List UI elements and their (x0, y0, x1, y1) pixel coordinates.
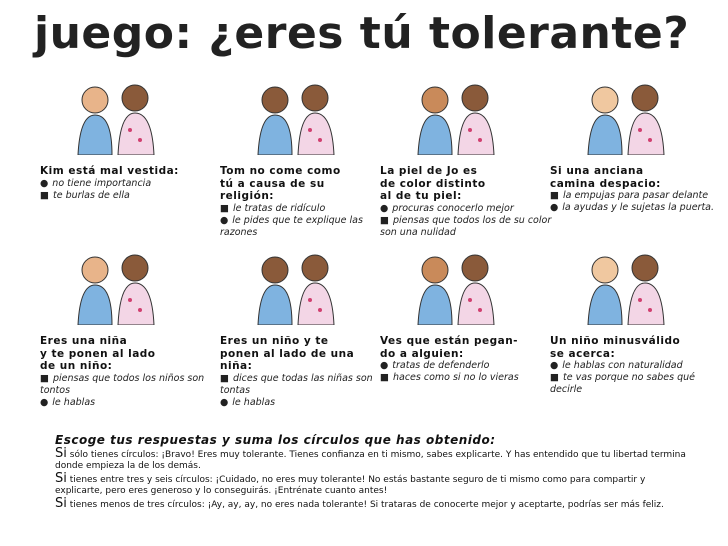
question-text: Un niño minusválido se acerca: (550, 335, 681, 360)
circle-bullet-icon: ● (40, 177, 49, 189)
circle-bullet-icon: ● (380, 202, 389, 214)
answer-option: ● le hablas con naturalidad (550, 360, 725, 372)
answer-text: la empujas para pasar delante (562, 190, 709, 201)
question-text: Ves que están pegan- do a alguien: (380, 335, 519, 360)
answer-option: ● le pides que te explique las razones (220, 215, 395, 239)
question-text: Eres un niño y te ponen al lado de una n… (220, 335, 355, 372)
answer-option: ● tratas de defenderlo (380, 360, 555, 372)
cartoon-illustration (417, 84, 495, 155)
answer-text: le hablas con naturalidad (562, 360, 683, 371)
answer-option: ■ haces como si no lo vieras (380, 372, 555, 384)
result-text: tienes menos de tres círculos: ¡Ay, ay, … (69, 500, 664, 510)
cartoon-illustration (257, 84, 335, 155)
answer-text: procuras conocerlo mejor (392, 202, 514, 214)
square-bullet-icon: ■ (380, 372, 389, 383)
answer-option: ■ te vas porque no sabes qué decirle (550, 372, 725, 396)
answer-text: tratas de defenderlo (392, 360, 490, 371)
circle-bullet-icon: ● (550, 360, 559, 371)
square-bullet-icon: ■ (220, 372, 229, 384)
question-card: Un niño minusválido se acerca: ● le hablas… (550, 335, 725, 396)
answer-text: le tratas de ridículo (232, 202, 326, 214)
cartoon-illustration (77, 254, 155, 325)
circle-bullet-icon: ● (380, 360, 389, 371)
result-text: sólo tienes círculos: ¡Bravo! Eres muy t… (55, 450, 686, 471)
square-bullet-icon: ■ (40, 189, 49, 201)
answer-option: ■ le tratas de ridículo (220, 203, 395, 215)
result-text: tienes entre tres y seis círculos: ¡Cuid… (55, 475, 646, 496)
circle-bullet-icon: ● (550, 202, 559, 213)
question-text: Tom no come como tú a causa de su religi… (220, 165, 341, 202)
result-paragraph: Si sólo tienes círculos: ¡Bravo! Eres mu… (55, 446, 695, 472)
results-section: Escoge tus respuestas y suma los círculo… (55, 433, 695, 512)
circle-bullet-icon: ● (220, 214, 229, 226)
result-paragraph: Si tienes entre tres y seis círculos: ¡C… (55, 471, 695, 497)
square-bullet-icon: ■ (380, 214, 389, 226)
answer-text: le pides que te explique las razones (220, 214, 363, 238)
answer-option: ● procuras conocerlo mejor (380, 203, 555, 215)
square-bullet-icon: ■ (550, 372, 559, 383)
answer-option: ● le hablas (40, 397, 215, 409)
answer-option: ■ piensas que todos los de su color son u… (380, 215, 555, 239)
answer-text: dices que todas las niñas son tontas (220, 372, 373, 396)
question-text: La piel de Jo es de color distinto al de… (380, 165, 486, 202)
answer-option: ■ dices que todas las niñas son tontas (220, 373, 395, 397)
result-si: Si (55, 446, 67, 461)
question-card: Ves que están pegan- do a alguien: ● trata… (380, 335, 555, 384)
question-text: Kim está mal vestida: (40, 165, 179, 177)
answer-text: le hablas (52, 396, 96, 408)
answer-text: te burlas de ella (52, 189, 130, 201)
square-bullet-icon: ■ (40, 372, 49, 384)
cartoon-illustration (417, 254, 495, 325)
answer-option: ■ la empujas para pasar delante (550, 190, 725, 202)
circle-bullet-icon: ● (220, 396, 229, 408)
circle-bullet-icon: ● (40, 396, 49, 408)
result-paragraph: Si tienes menos de tres círculos: ¡Ay, a… (55, 496, 695, 511)
square-bullet-icon: ■ (220, 202, 229, 214)
question-text: Si una anciana camina despacio: (550, 165, 661, 190)
result-si: Si (55, 496, 67, 511)
answer-text: piensas que todos los de su color son un… (380, 214, 552, 238)
question-card: Eres un niño y te ponen al lado de una n… (220, 335, 395, 409)
cartoon-illustration (77, 84, 155, 155)
question-text: Eres una niña y te ponen al lado de un n… (40, 335, 156, 372)
answer-option: ■ te burlas de ella (40, 190, 215, 202)
question-card: Tom no come como tú a causa de su religi… (220, 165, 395, 239)
page-title: juego: ¿eres tú tolerante? (34, 8, 690, 59)
answer-option: ● no tiene importancia (40, 178, 215, 190)
answer-option: ● la ayudas y le sujetas la puerta. (550, 202, 725, 214)
cartoon-illustration (587, 84, 665, 155)
answer-text: haces como si no lo vieras (392, 372, 519, 383)
answer-text: no tiene importancia (52, 177, 152, 189)
question-card: La piel de Jo es de color distinto al de… (380, 165, 555, 239)
answer-text: le hablas (232, 396, 276, 408)
answer-text: la ayudas y le sujetas la puerta. (562, 202, 715, 213)
results-heading: Escoge tus respuestas y suma los círculo… (55, 433, 496, 447)
answer-option: ■ piensas que todos los niños son tontos (40, 373, 215, 397)
answer-text: te vas porque no sabes qué decirle (550, 372, 696, 395)
square-bullet-icon: ■ (550, 190, 559, 201)
result-si: Si (55, 471, 67, 486)
question-card: Eres una niña y te ponen al lado de un n… (40, 335, 215, 409)
answer-option: ● le hablas (220, 397, 395, 409)
cartoon-illustration (257, 254, 335, 325)
cartoon-illustration (587, 254, 665, 325)
question-card: Kim está mal vestida: ● no tiene importanc… (40, 165, 215, 202)
answer-text: piensas que todos los niños son tontos (40, 372, 205, 396)
question-card: Si una anciana camina despacio: ■ la empuj… (550, 165, 725, 214)
